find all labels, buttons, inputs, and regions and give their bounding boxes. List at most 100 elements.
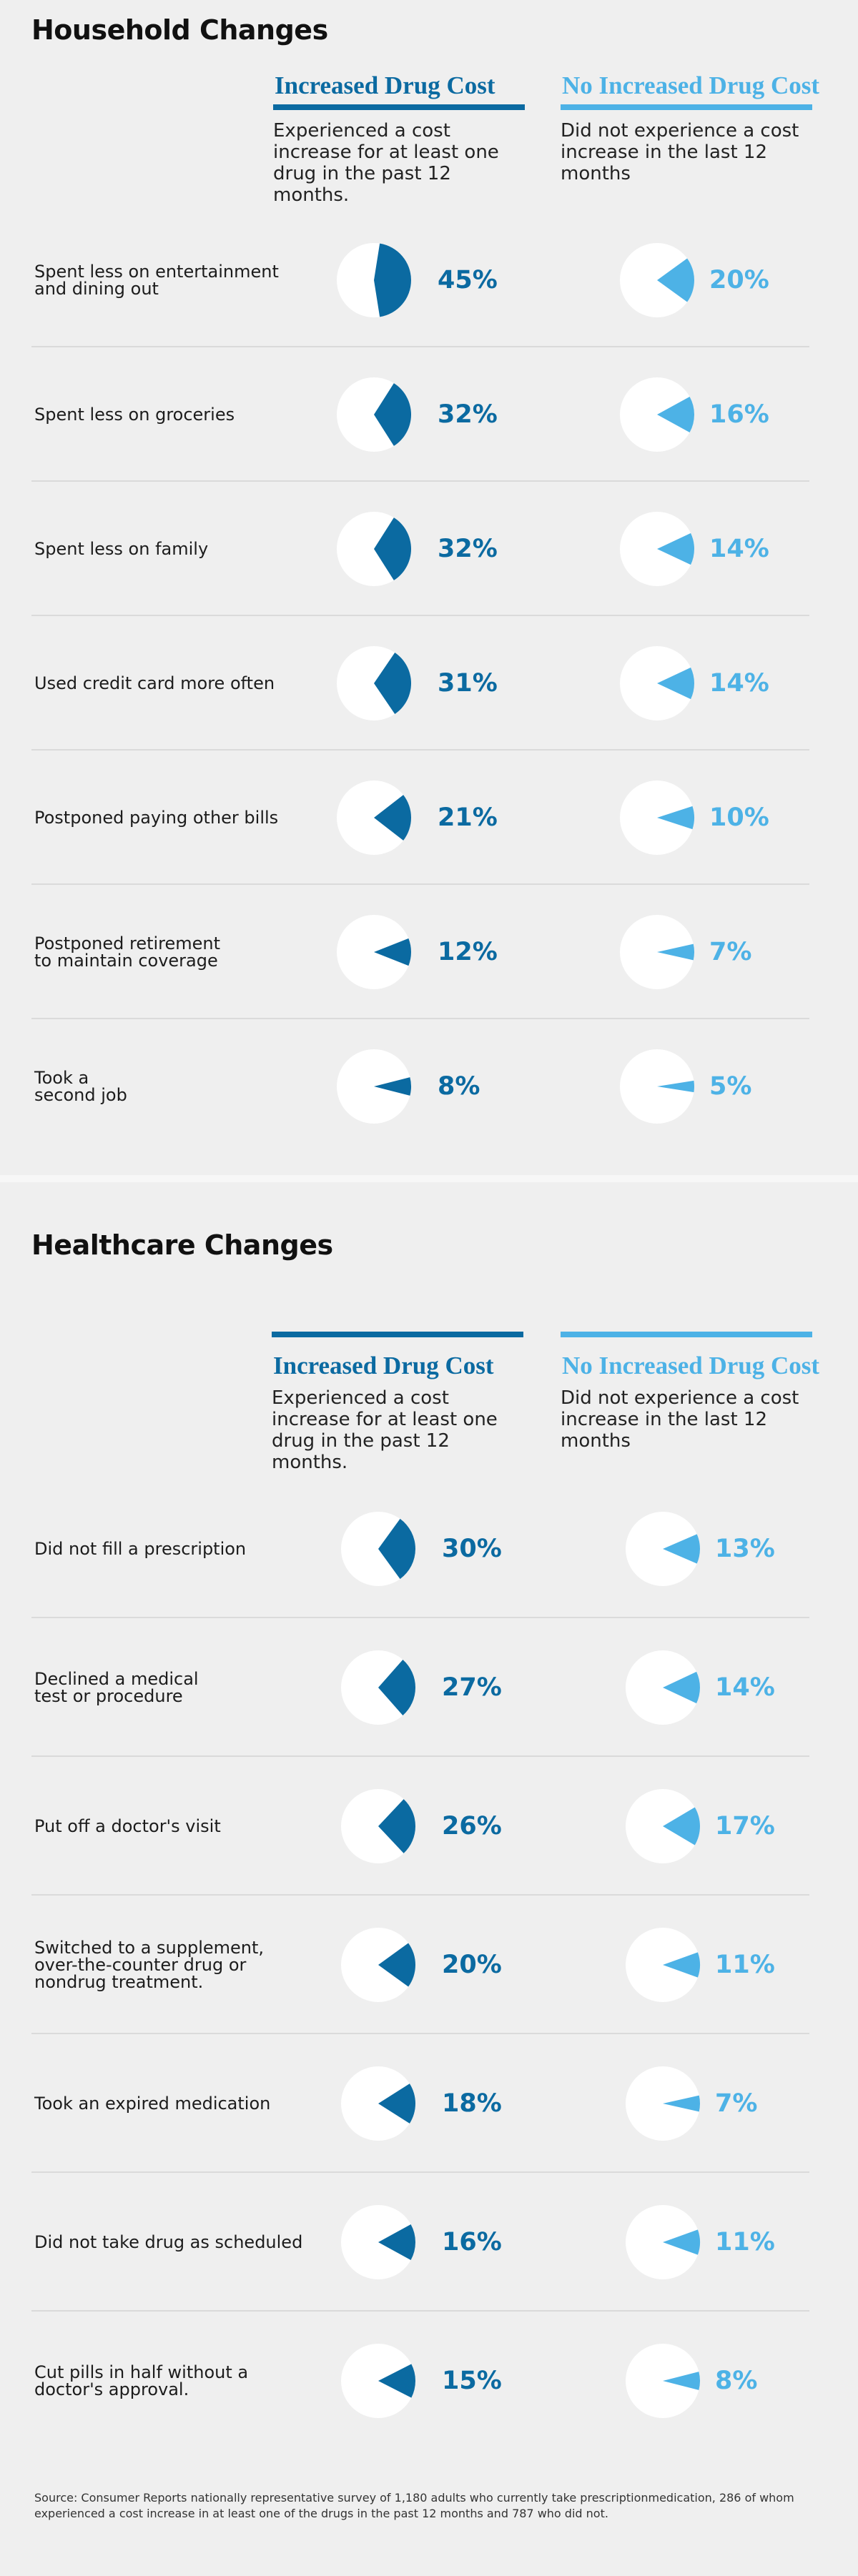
row-separator	[31, 2171, 809, 2173]
no-increase-pie	[625, 2343, 701, 2419]
chart-row: Cut pills in half without a doctor's app…	[0, 2312, 858, 2450]
no-increase-pie	[619, 1049, 695, 1124]
row-label: Switched to a supplement, over-the-count…	[34, 1938, 265, 1992]
increased-percent-label: 30%	[442, 1535, 502, 1563]
no-increase-column-desc: Did not experience a cost increase in th…	[561, 120, 799, 184]
increased-column-rule	[272, 1332, 523, 1337]
pie-slice	[374, 938, 412, 966]
chart-row: Declined a medical test or procedure 27% 1…	[0, 1618, 858, 1757]
chart-row: Spent less on groceries 32% 16%	[0, 347, 858, 482]
pie-slice	[378, 2364, 415, 2398]
increased-percent-label: 45%	[438, 266, 498, 294]
no-increase-percent-label: 5%	[709, 1072, 752, 1101]
increased-pie-chart	[341, 2066, 416, 2141]
pie-slice	[374, 517, 412, 580]
no-increase-pie	[619, 780, 695, 856]
no-increase-percent-label: 17%	[715, 1812, 775, 1841]
increased-pie	[340, 1788, 416, 1864]
no-increase-percent-label: 20%	[709, 266, 769, 294]
no-increase-pie	[625, 2066, 701, 2141]
no-increase-pie	[619, 645, 695, 721]
row-label: Postponed retirement to maintain coverag…	[34, 933, 221, 971]
chart-row: Took an expired medication 18% 7%	[0, 2034, 858, 2173]
increased-pie-chart	[337, 646, 412, 720]
pie-slice	[657, 258, 694, 302]
pie-slice	[374, 243, 411, 317]
increased-column-rule	[273, 104, 525, 110]
increased-pie-chart	[337, 243, 411, 317]
increased-pie	[340, 2066, 416, 2141]
increased-pie-chart	[337, 1049, 412, 1124]
pie-slice	[374, 795, 412, 841]
no-increase-pie	[625, 1927, 701, 2003]
pie-slice	[378, 1518, 415, 1580]
no-increase-column-header: No Increased Drug Cost Did not experienc…	[561, 1332, 819, 1452]
no-increase-pie-chart	[626, 2205, 701, 2279]
increased-percent-label: 15%	[442, 2367, 502, 2395]
no-increase-pie	[625, 1650, 701, 1725]
increased-pie	[336, 511, 412, 587]
no-increase-pie	[619, 511, 695, 587]
chart-row: Postponed paying other bills 21% 10%	[0, 750, 858, 885]
chart-row: Put off a doctor's visit 26% 17%	[0, 1757, 858, 1896]
increased-pie-chart	[337, 377, 412, 452]
row-separator	[31, 2033, 809, 2034]
pie-slice	[378, 2084, 416, 2124]
increased-pie-chart	[341, 1512, 415, 1586]
no-increase-percent-label: 14%	[715, 1673, 775, 1702]
pie-slice	[378, 1659, 416, 1716]
row-separator	[31, 749, 809, 750]
row-label: Used credit card more often	[34, 673, 275, 693]
no-increase-pie-chart	[626, 2344, 701, 2418]
row-separator	[31, 1755, 809, 1757]
no-increase-pie	[625, 1511, 701, 1587]
no-increase-pie-chart	[620, 512, 694, 586]
no-increase-column-title: No Increased Drug Cost	[562, 1352, 820, 1379]
pie-slice	[663, 1807, 701, 1846]
row-label: Put off a doctor's visit	[34, 1816, 221, 1836]
increased-pie	[336, 1049, 412, 1124]
pie-slice	[663, 1952, 701, 1978]
row-label: Postponed paying other bills	[34, 808, 279, 828]
pie-slice	[374, 383, 412, 446]
increased-pie	[340, 1650, 416, 1725]
pie-slice	[657, 532, 694, 565]
increased-pie	[340, 1511, 416, 1587]
increased-pie	[340, 2343, 416, 2419]
no-increase-column-title: No Increased Drug Cost	[562, 71, 820, 99]
no-increase-column-desc: Did not experience a cost increase in th…	[561, 1387, 799, 1452]
increased-pie-chart	[341, 2205, 416, 2279]
increased-percent-label: 16%	[442, 2228, 502, 2257]
chart-row: Spent less on family 32% 14%	[0, 482, 858, 616]
no-increase-percent-label: 11%	[715, 1951, 775, 1979]
row-label: Did not take drug as scheduled	[34, 2232, 303, 2252]
increased-pie-chart	[341, 1650, 416, 1725]
pie-slice	[378, 1943, 415, 1987]
row-separator	[31, 615, 809, 616]
no-increase-percent-label: 8%	[715, 2367, 758, 2395]
pie-slice	[657, 806, 694, 830]
increased-percent-label: 31%	[438, 669, 498, 698]
no-increase-column-rule	[561, 1332, 812, 1337]
no-increase-percent-label: 14%	[709, 669, 769, 698]
increased-column-desc: Experienced a cost increase for at least…	[273, 120, 499, 206]
no-increase-pie-chart	[626, 1512, 700, 1586]
increased-pie-chart	[341, 2344, 415, 2418]
chart-row: Took a second job 8% 5%	[0, 1019, 858, 1154]
increased-percent-label: 18%	[442, 2089, 502, 2118]
chart-row: Did not take drug as scheduled 16% 11%	[0, 2173, 858, 2312]
no-increase-pie	[619, 914, 695, 990]
no-increase-pie	[625, 1788, 701, 1864]
source-note: Source: Consumer Reports nationally repr…	[34, 2491, 794, 2520]
no-increase-percent-label: 13%	[715, 1535, 775, 1563]
row-separator	[31, 346, 809, 347]
no-increase-pie-chart	[620, 1049, 694, 1124]
pie-slice	[657, 667, 694, 700]
increased-percent-label: 20%	[442, 1951, 502, 1979]
increased-pie	[336, 377, 412, 452]
no-increase-pie-chart	[620, 781, 694, 855]
increased-column-header: Increased Drug Cost Experienced a cost i…	[273, 71, 525, 206]
no-increase-pie-chart	[626, 2066, 701, 2141]
row-label: Did not fill a prescription	[34, 1539, 247, 1559]
no-increase-percent-label: 11%	[715, 2228, 775, 2257]
